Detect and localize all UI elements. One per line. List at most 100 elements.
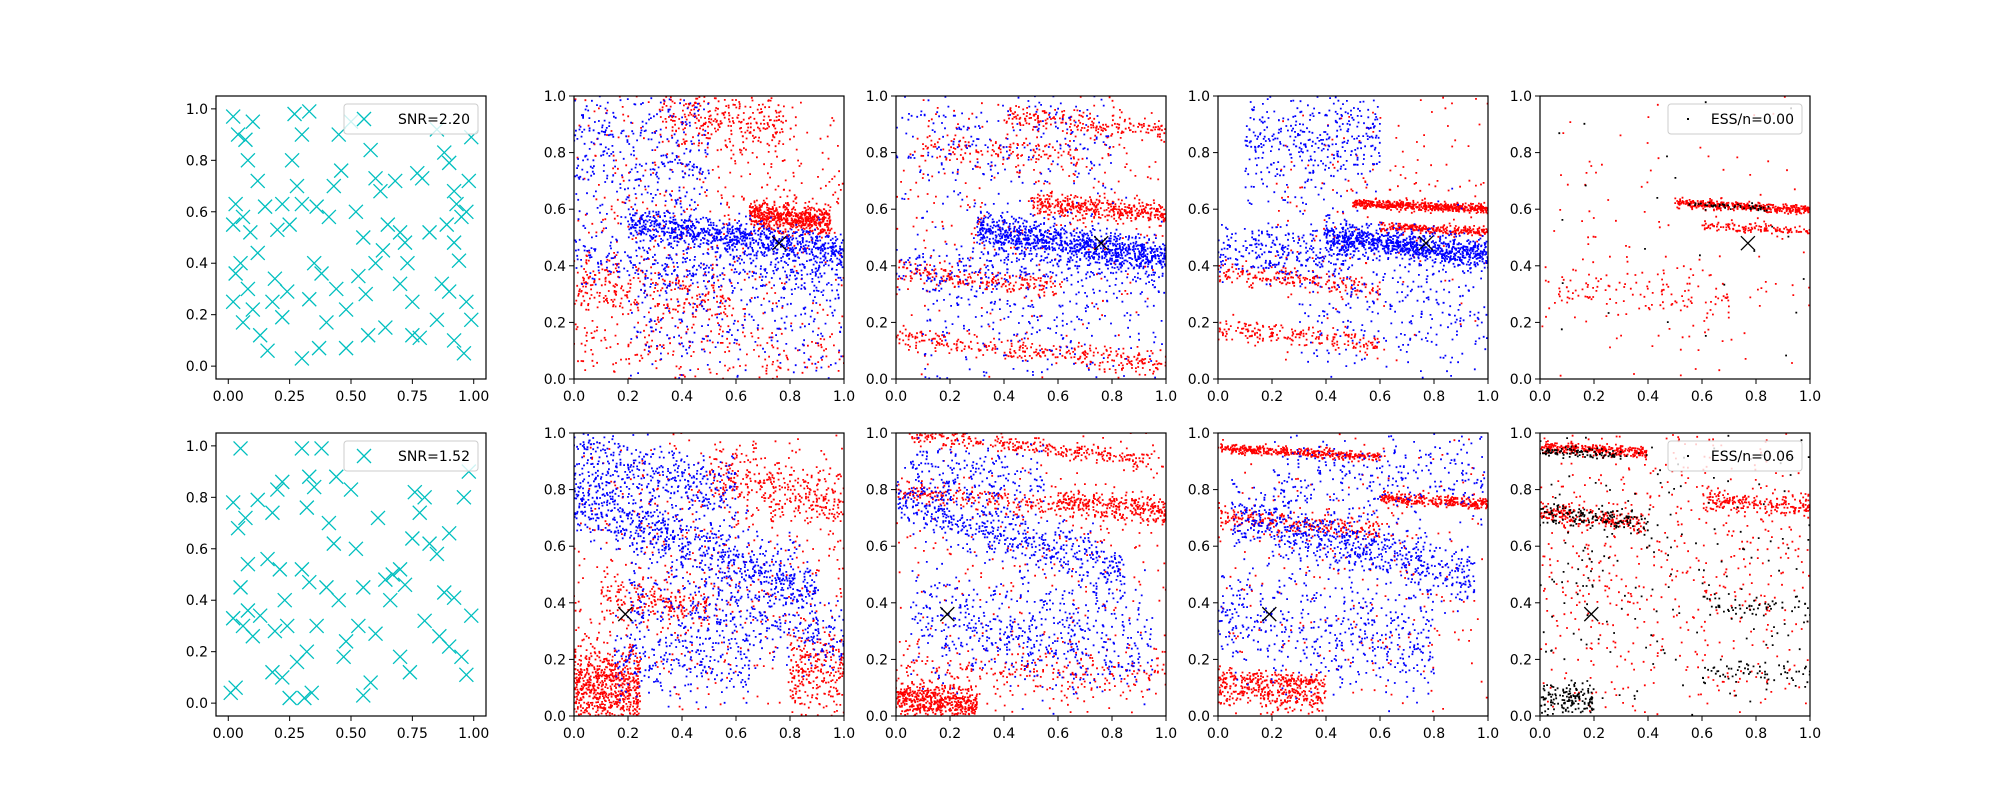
y-tick-label: 0.8 [544,146,566,162]
scatter-dots-red [896,433,1166,716]
x-marker [282,217,298,233]
x-tick-label: 1.0 [833,389,855,405]
x-tick-label: 1.0 [1155,389,1177,405]
x-marker [436,145,452,161]
x-tick-label: 0.6 [725,726,747,742]
x-marker [350,618,366,634]
x-marker [269,482,285,498]
y-tick-label: 0.6 [186,542,208,558]
x-marker [429,546,445,562]
y-tick-label: 0.4 [544,259,566,275]
x-marker [257,199,273,215]
x-marker [240,556,256,572]
x-marker [412,505,428,521]
y-tick-label: 0.2 [186,645,208,661]
x-tick-label: 0.4 [671,726,693,742]
y-tick-label: 0.2 [866,315,888,331]
y-tick-label: 0.0 [186,359,208,375]
x-marker [230,520,246,536]
x-marker [338,302,354,317]
y-tick-label: 0.0 [544,709,566,725]
x-tick-label: 0.50 [335,726,366,742]
x-marker [321,515,337,531]
x-marker [380,217,396,233]
legend-label: ESS/n=0.06 [1711,449,1794,465]
axes-frame [1217,432,1489,717]
x-marker [404,531,420,546]
x-marker [294,196,310,212]
scatter-dots-red [1541,96,1810,377]
plot-area [896,96,1166,379]
x-marker [372,183,388,199]
x-marker [446,235,462,251]
x-tick-label: 0.0 [563,389,585,405]
x-marker [368,626,384,642]
subplot-r1-c3: 0.0 0.2 0.4 0.6 0.8 1.0 0.0 0.2 0.4 0.6 0.8 1.0 [866,89,1177,405]
x-marker [441,639,457,654]
x-marker [338,633,354,649]
x-tick-label: 0.6 [1691,726,1713,742]
x-marker [331,592,347,608]
legend-label: SNR=1.52 [398,449,470,465]
x-marker [451,253,467,269]
x-marker [333,163,349,179]
x-tick-label: 1.0 [1477,389,1499,405]
x-tick-label: 0.2 [617,389,639,405]
x-marker [368,170,384,186]
x-marker [355,687,371,703]
subplot-r1-c4: 0.0 0.2 0.4 0.6 0.8 1.0 0.0 0.2 0.4 0.6 0.8 1.0 [1188,89,1499,405]
x-marker [456,489,472,505]
x-marker [282,690,298,706]
target-x-marker [1418,235,1434,251]
x-marker [382,592,398,608]
x-tick-label: 0.0 [885,726,907,742]
x-marker [392,224,408,240]
x-tick-label: 0.4 [993,726,1015,742]
scatter-dots-blue [896,433,1154,715]
x-tick-label: 0.0 [563,726,585,742]
x-tick-label: 1.0 [1477,726,1499,742]
plot-area [225,103,479,366]
axes-frame [895,95,1167,380]
x-marker [294,127,310,143]
y-tick-label: 1.0 [544,89,566,105]
axes-frame [1539,95,1811,380]
x-tick-label: 0.2 [939,389,961,405]
x-marker [355,230,371,245]
x-marker [267,271,283,287]
y-tick-label: 0.2 [1188,315,1210,331]
y-tick-label: 0.8 [866,483,888,499]
y-tick-label: 0.4 [1188,259,1210,275]
x-marker [392,561,408,577]
y-tick-label: 1.0 [186,439,208,455]
x-tick-label: 0.4 [1315,389,1337,405]
target-x-marker [617,606,633,622]
x-marker [387,173,403,189]
y-tick-label: 0.6 [1510,539,1532,555]
x-marker [358,286,374,302]
legend-box [1667,103,1803,135]
x-marker [294,350,310,366]
x-tick-label: 0.25 [274,389,305,405]
x-marker [245,628,261,644]
x-marker [311,340,327,356]
x-marker [299,500,315,516]
x-marker [233,440,249,456]
x-marker [230,127,246,143]
x-marker [240,603,256,618]
scatter-dots-blue [574,433,844,709]
y-tick-label: 0.6 [1188,202,1210,218]
x-tick-label: 0.0 [1207,726,1229,742]
axes-frame [573,95,845,380]
x-marker [287,106,303,122]
subplot-r1-c2: 0.0 0.2 0.4 0.6 0.8 1.0 0.0 0.2 0.4 0.6 0.8 1.0 [544,89,855,405]
y-tick-label: 0.8 [1510,146,1532,162]
x-marker [274,474,290,490]
x-marker [304,685,320,701]
x-tick-label: 1.0 [1799,389,1821,405]
target-x-marker [1740,235,1756,251]
scatter-dots-red [1218,96,1488,362]
x-marker [446,590,462,606]
x-marker [350,268,366,284]
